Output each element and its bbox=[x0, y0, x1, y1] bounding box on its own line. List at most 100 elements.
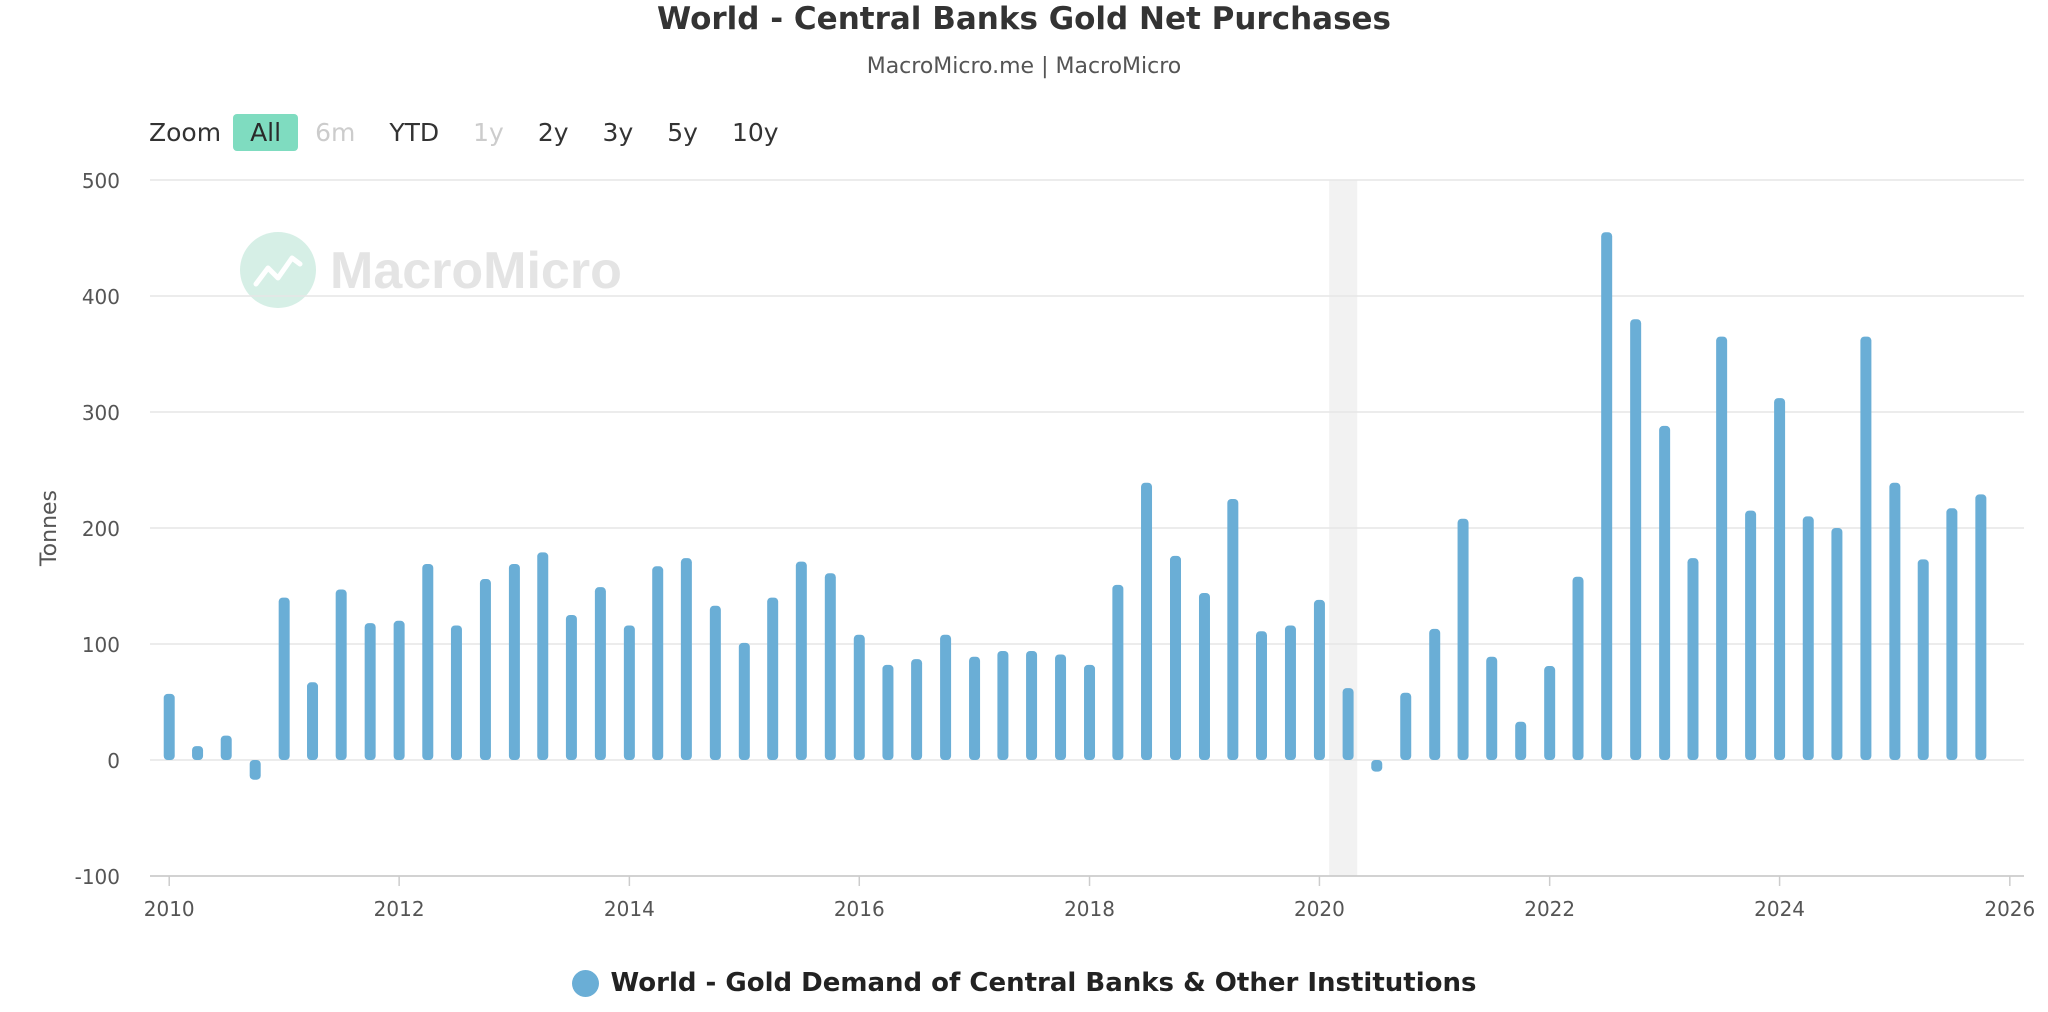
bar[interactable] bbox=[882, 664, 894, 760]
bar[interactable] bbox=[1141, 482, 1153, 760]
x-tick-label: 2010 bbox=[144, 897, 195, 921]
y-tick-label: 500 bbox=[82, 169, 120, 193]
bar[interactable] bbox=[1227, 499, 1239, 760]
bar[interactable] bbox=[364, 623, 376, 760]
bar[interactable] bbox=[1687, 558, 1699, 760]
bar[interactable] bbox=[767, 597, 779, 760]
y-tick-label: 400 bbox=[82, 285, 120, 309]
bar[interactable] bbox=[1084, 664, 1096, 760]
bar[interactable] bbox=[1026, 650, 1038, 760]
x-tick-label: 2026 bbox=[1984, 897, 2035, 921]
bar[interactable] bbox=[1429, 628, 1441, 760]
bar[interactable] bbox=[795, 561, 807, 760]
bar[interactable] bbox=[680, 558, 692, 760]
bar[interactable] bbox=[997, 650, 1009, 760]
bar[interactable] bbox=[220, 735, 232, 760]
y-tick-label: -100 bbox=[75, 865, 120, 889]
bar[interactable] bbox=[1975, 494, 1987, 760]
bar[interactable] bbox=[1284, 625, 1296, 760]
bar[interactable] bbox=[479, 579, 491, 760]
zoom-6m-button[interactable]: 6m bbox=[315, 117, 356, 147]
bar[interactable] bbox=[1917, 559, 1929, 760]
bar-layer bbox=[163, 232, 1987, 780]
legend-marker-icon bbox=[571, 969, 599, 997]
zoom-label: Zoom bbox=[149, 117, 222, 147]
bar[interactable] bbox=[508, 563, 520, 760]
bar[interactable] bbox=[1457, 518, 1469, 760]
bar[interactable] bbox=[738, 642, 750, 760]
zoom-ytd-button[interactable]: YTD bbox=[389, 117, 440, 147]
legend[interactable]: World - Gold Demand of Central Banks & O… bbox=[0, 968, 2048, 998]
zoom-1y-button[interactable]: 1y bbox=[473, 117, 504, 147]
bar[interactable] bbox=[565, 615, 577, 760]
bar[interactable] bbox=[969, 656, 981, 760]
bar[interactable] bbox=[1342, 688, 1354, 760]
bar[interactable] bbox=[192, 746, 204, 760]
bar[interactable] bbox=[940, 634, 952, 760]
y-tick-label: 300 bbox=[82, 401, 120, 425]
x-tick-label: 2024 bbox=[1754, 897, 1805, 921]
bar[interactable] bbox=[1112, 584, 1124, 760]
bar[interactable] bbox=[1255, 631, 1267, 760]
bar[interactable] bbox=[1198, 592, 1210, 760]
bar[interactable] bbox=[1716, 336, 1728, 760]
x-tick-label: 2018 bbox=[1064, 897, 1115, 921]
zoom-3y-button[interactable]: 3y bbox=[602, 117, 634, 147]
bar[interactable] bbox=[1170, 555, 1182, 760]
bar[interactable] bbox=[1946, 508, 1958, 760]
bar[interactable] bbox=[537, 552, 549, 760]
legend-series-label[interactable]: World - Gold Demand of Central Banks & O… bbox=[610, 968, 1477, 998]
macromicro-watermark: MacroMicro bbox=[240, 232, 622, 308]
bar[interactable] bbox=[1515, 721, 1527, 760]
bar[interactable] bbox=[278, 597, 290, 760]
x-tick-label: 2014 bbox=[604, 897, 655, 921]
bar[interactable] bbox=[1774, 398, 1786, 760]
bar[interactable] bbox=[824, 573, 836, 760]
bar[interactable] bbox=[1400, 692, 1412, 760]
bar[interactable] bbox=[1486, 656, 1498, 760]
bar[interactable] bbox=[853, 634, 865, 760]
bar[interactable] bbox=[1313, 599, 1325, 760]
bar[interactable] bbox=[1055, 654, 1067, 760]
zoom-10y-button[interactable]: 10y bbox=[731, 117, 779, 147]
bar[interactable] bbox=[450, 625, 462, 760]
bar[interactable] bbox=[594, 587, 606, 760]
bar[interactable] bbox=[335, 589, 347, 760]
x-tick-label: 2020 bbox=[1294, 897, 1345, 921]
bar[interactable] bbox=[1745, 510, 1757, 760]
bar[interactable] bbox=[1889, 482, 1901, 760]
zoom-5y-button[interactable]: 5y bbox=[667, 117, 698, 147]
bar[interactable] bbox=[1371, 760, 1383, 772]
bar[interactable] bbox=[652, 566, 664, 760]
bar[interactable] bbox=[1860, 336, 1872, 760]
bar[interactable] bbox=[1630, 319, 1642, 760]
chart-title: World - Central Banks Gold Net Purchases bbox=[656, 1, 1391, 37]
y-tick-label: 100 bbox=[82, 633, 120, 657]
x-tick-label: 2022 bbox=[1524, 897, 1575, 921]
bar[interactable] bbox=[709, 605, 721, 760]
bar[interactable] bbox=[1572, 576, 1584, 760]
bar[interactable] bbox=[1601, 232, 1613, 760]
bar[interactable] bbox=[393, 620, 405, 760]
x-tick-label: 2012 bbox=[374, 897, 425, 921]
bar[interactable] bbox=[249, 760, 261, 780]
y-axis-title: Tonnes bbox=[37, 490, 62, 567]
y-tick-label: 200 bbox=[82, 517, 120, 541]
zoom-2y-button[interactable]: 2y bbox=[537, 117, 569, 147]
bar[interactable] bbox=[1831, 528, 1843, 760]
zoom-all-button[interactable]: All bbox=[233, 113, 299, 151]
watermark-logo-chart-icon bbox=[253, 255, 303, 287]
bar[interactable] bbox=[1802, 516, 1814, 760]
watermark-logo-icon bbox=[240, 232, 316, 308]
y-tick-label: 0 bbox=[107, 749, 120, 773]
axis-layer: 2010 2012 2014 2016 2018 2020 2022 2024 2026 bbox=[144, 875, 2035, 921]
bar[interactable] bbox=[307, 682, 319, 760]
bar[interactable] bbox=[1659, 425, 1671, 760]
bar[interactable] bbox=[911, 659, 923, 760]
zoom-bar: Zoom All 6m YTD 1y 2y 3y 5y 10y bbox=[149, 111, 796, 153]
bar[interactable] bbox=[422, 563, 434, 760]
bar[interactable] bbox=[1544, 666, 1556, 760]
bar[interactable] bbox=[163, 693, 175, 760]
bar[interactable] bbox=[623, 625, 635, 760]
